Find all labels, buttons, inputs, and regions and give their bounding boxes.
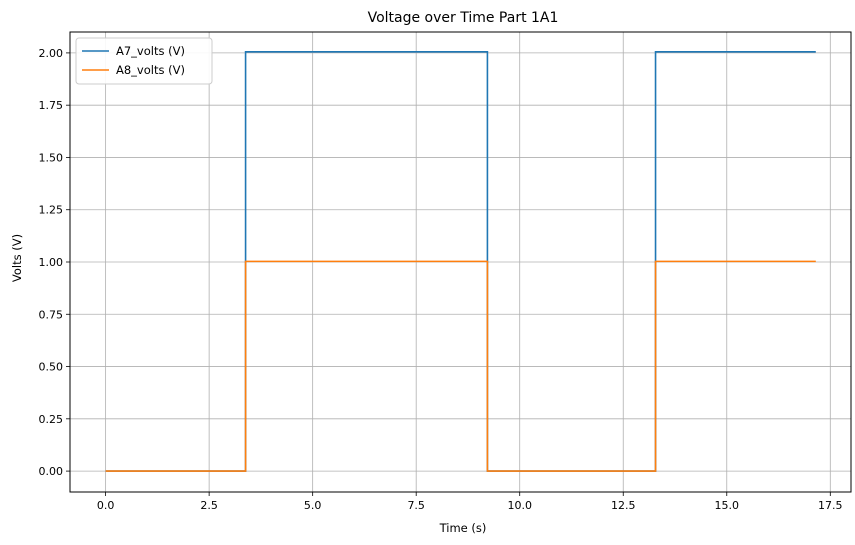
legend-box bbox=[75, 37, 213, 85]
x-tick-label: 0.0 bbox=[97, 499, 115, 512]
x-tick-label: 7.5 bbox=[407, 499, 425, 512]
x-tick-label: 10.0 bbox=[507, 499, 532, 512]
y-tick-label: 1.75 bbox=[39, 99, 64, 112]
x-tick-label: 15.0 bbox=[715, 499, 740, 512]
y-tick-label: 0.50 bbox=[39, 361, 64, 374]
x-tick-label: 5.0 bbox=[304, 499, 322, 512]
axis-ticks: 0.0 2.5 5.0 7.5 10.0 12.5 15.0 17.5 0.00 0.25 0.50… bbox=[39, 47, 843, 512]
y-tick-label: 1.50 bbox=[39, 151, 64, 164]
y-tick-label: 1.00 bbox=[39, 256, 64, 269]
series-lines bbox=[105, 51, 816, 472]
legend-entry-label: A7_volts (V) bbox=[116, 44, 185, 58]
x-tick-label: 2.5 bbox=[200, 499, 218, 512]
y-tick-label: 0.25 bbox=[39, 413, 64, 426]
y-tick-label: 2.00 bbox=[39, 47, 64, 60]
chart-title: Voltage over Time Part 1A1 bbox=[368, 10, 559, 26]
x-tick-label: 17.5 bbox=[818, 499, 843, 512]
y-tick-label: 0.00 bbox=[39, 465, 64, 478]
legend: A7_volts (V) A8_volts (V) bbox=[75, 37, 213, 85]
y-tick-label: 0.75 bbox=[39, 308, 64, 321]
x-axis-label: Time (s) bbox=[439, 521, 487, 535]
y-axis-label: Volts (V) bbox=[10, 234, 24, 282]
x-tick-label: 12.5 bbox=[611, 499, 636, 512]
series-line-2 bbox=[105, 260, 816, 472]
legend-entry-label: A8_volts (V) bbox=[116, 63, 185, 77]
y-tick-label: 1.25 bbox=[39, 204, 64, 217]
